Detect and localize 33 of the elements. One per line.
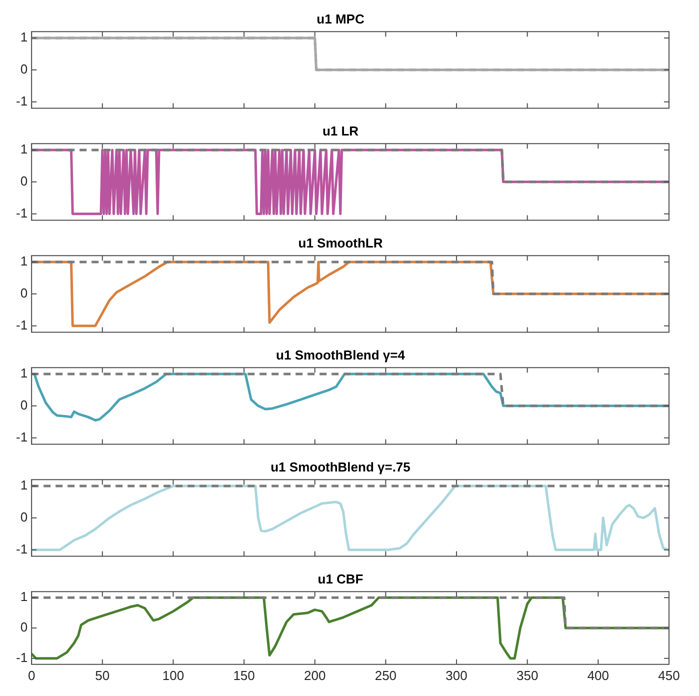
y-tick-label: -1 [16, 93, 28, 108]
y-tick-label: 1 [20, 142, 28, 157]
y-tick-label: -1 [16, 205, 28, 220]
chart-title: u1 CBF [318, 571, 364, 586]
x-tick-label: 50 [95, 668, 110, 683]
y-tick-label: -1 [16, 429, 28, 444]
chart-title: u1 SmoothBlend γ=4 [276, 347, 406, 362]
y-tick-label: -1 [16, 650, 28, 665]
y-tick-label: 0 [20, 61, 28, 76]
x-tick-label: 150 [233, 668, 255, 683]
chart-title: u1 MPC [316, 11, 365, 26]
y-tick-label: 0 [20, 285, 28, 300]
x-tick-label: 400 [587, 668, 610, 683]
x-tick-label: 450 [658, 668, 680, 683]
y-tick-label: 1 [20, 589, 28, 604]
x-tick-label: 200 [304, 668, 326, 683]
y-tick-label: -1 [16, 317, 28, 332]
x-tick-label: 300 [446, 668, 468, 683]
chart-title: u1 SmoothLR [298, 235, 384, 250]
y-tick-label: 1 [20, 366, 28, 381]
y-tick-label: 1 [20, 254, 28, 269]
x-tick-label: 100 [162, 668, 184, 683]
chart-title: u1 LR [322, 123, 360, 138]
y-tick-label: 1 [20, 30, 28, 45]
chart-title: u1 SmoothBlend γ=.75 [270, 459, 410, 474]
y-tick-label: -1 [16, 541, 28, 556]
x-tick-label: 250 [374, 668, 397, 683]
y-tick-label: 0 [20, 173, 28, 188]
y-tick-label: 1 [20, 478, 28, 493]
y-tick-label: 0 [20, 509, 28, 524]
y-tick-label: 0 [20, 397, 28, 412]
x-tick-label: 350 [516, 668, 538, 683]
y-tick-label: 0 [20, 620, 28, 635]
